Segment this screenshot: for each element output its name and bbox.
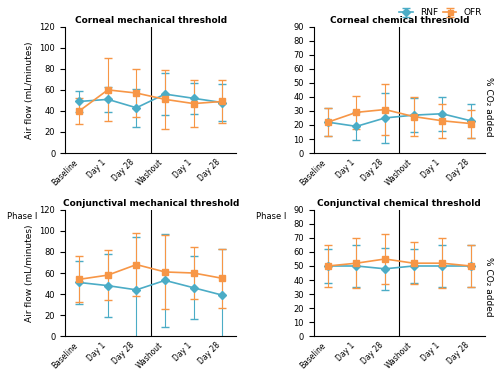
Text: % CO₂ added: % CO₂ added xyxy=(484,77,492,137)
Title: Corneal mechanical threshold: Corneal mechanical threshold xyxy=(74,16,227,24)
Text: Phase II: Phase II xyxy=(177,212,210,221)
Legend: RNF, OFR: RNF, OFR xyxy=(396,5,486,21)
Title: Conjunctival chemical threshold: Conjunctival chemical threshold xyxy=(318,199,481,208)
Text: Phase II: Phase II xyxy=(426,212,458,221)
Text: Phase I: Phase I xyxy=(256,212,286,221)
Text: % CO₂ added: % CO₂ added xyxy=(484,257,492,316)
Title: Corneal chemical threshold: Corneal chemical threshold xyxy=(330,16,469,24)
Y-axis label: Air flow (mL/minutes): Air flow (mL/minutes) xyxy=(25,41,34,139)
Title: Conjunctival mechanical threshold: Conjunctival mechanical threshold xyxy=(62,199,239,208)
Y-axis label: Air flow (mL/minutes): Air flow (mL/minutes) xyxy=(25,224,34,322)
Text: Phase I: Phase I xyxy=(7,212,38,221)
